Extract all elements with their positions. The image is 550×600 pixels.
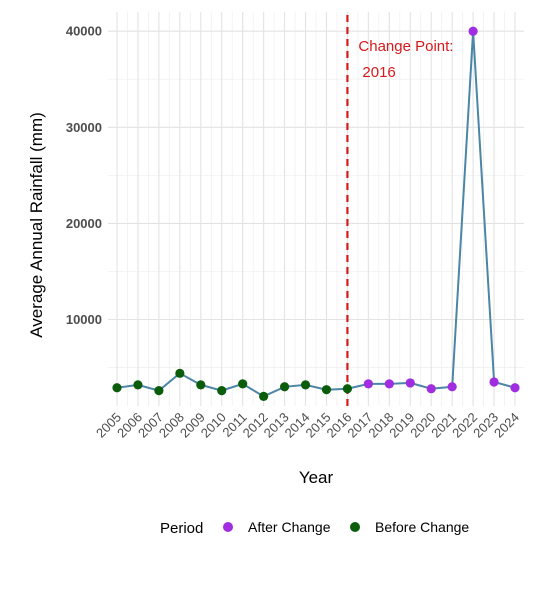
x-axis-ticks: 2005200620072008200920102011201220132014…: [93, 410, 522, 441]
change-point-year-label: 2016: [362, 64, 395, 81]
legend: Period After Change Before Change: [160, 519, 469, 537]
y-axis-title: Average Annual Rainfall (mm): [27, 112, 46, 338]
data-point: [300, 380, 311, 390]
data-point: [447, 382, 457, 392]
y-tick-label: 10000: [66, 312, 102, 327]
data-point: [489, 377, 499, 387]
y-tick-label: 40000: [66, 24, 102, 39]
data-points: [112, 26, 520, 401]
data-point: [217, 386, 227, 396]
data-point: [321, 385, 332, 395]
data-point: [342, 384, 353, 394]
data-point: [154, 386, 164, 396]
y-tick-label: 20000: [66, 216, 102, 231]
change-point-label: Change Point:: [358, 38, 453, 55]
data-point: [279, 382, 290, 392]
legend-marker-after-change: [223, 522, 233, 532]
legend-title: Period: [160, 520, 203, 537]
legend-marker-before-change: [350, 522, 360, 532]
y-axis-ticks: 10000 20000 30000 40000: [66, 24, 102, 327]
data-point: [112, 383, 122, 393]
y-tick-label: 30000: [66, 120, 102, 135]
grid: [108, 12, 524, 406]
data-point: [468, 26, 478, 36]
data-point: [426, 384, 436, 394]
data-point: [196, 380, 206, 390]
data-point: [405, 378, 415, 388]
data-point: [175, 368, 185, 378]
data-point: [133, 380, 143, 390]
x-axis-title: Year: [299, 468, 334, 487]
data-point: [363, 379, 373, 389]
data-point: [510, 383, 520, 393]
data-point: [238, 379, 248, 389]
legend-label-before-change: Before Change: [375, 519, 469, 535]
legend-label-after-change: After Change: [248, 519, 331, 535]
x-tick-label: 2024: [491, 410, 522, 441]
data-point: [259, 391, 269, 401]
data-point: [384, 379, 394, 389]
